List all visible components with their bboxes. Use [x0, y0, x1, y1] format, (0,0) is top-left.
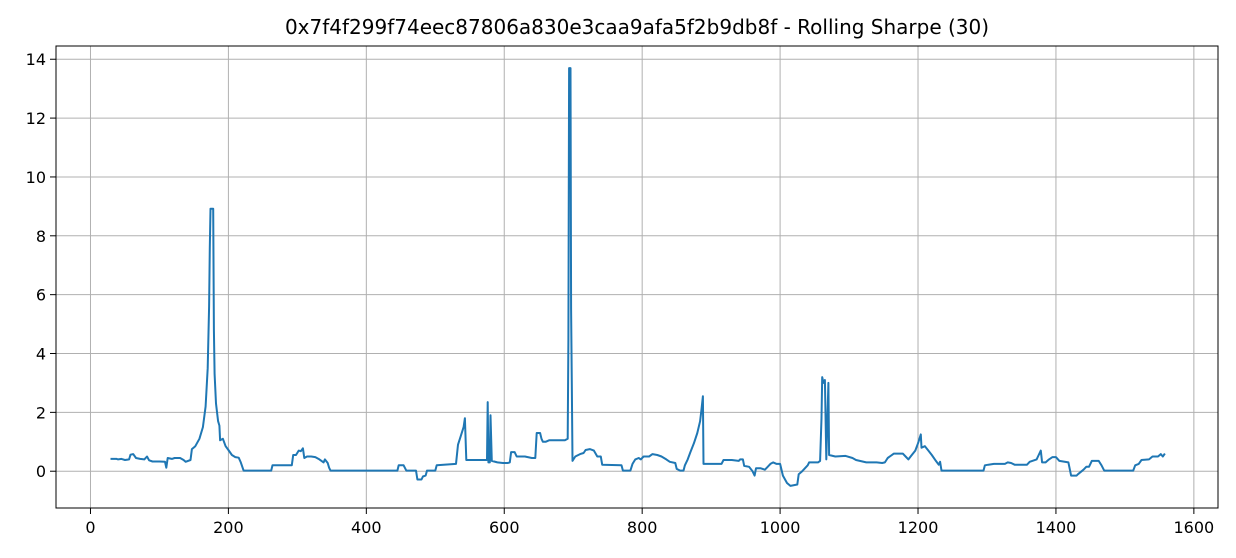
- y-tick-label: 0: [36, 462, 46, 481]
- x-tick-label: 400: [351, 518, 382, 537]
- x-tick-label: 600: [489, 518, 520, 537]
- x-tick-label: 0: [85, 518, 95, 537]
- y-tick-label: 6: [36, 286, 46, 305]
- y-tick-label: 10: [26, 168, 46, 187]
- x-tick-label: 200: [213, 518, 244, 537]
- x-tick-label: 1200: [898, 518, 939, 537]
- y-tick-label: 14: [26, 50, 46, 69]
- y-axis: 0 2 4 6 8 10 12 14: [26, 50, 56, 481]
- chart-title: 0x7f4f299f74eec87806a830e3caa9afa5f2b9db…: [285, 15, 989, 39]
- x-tick-label: 1600: [1174, 518, 1215, 537]
- series-line: [110, 67, 1166, 487]
- y-tick-label: 8: [36, 227, 46, 246]
- x-tick-label: 1400: [1036, 518, 1077, 537]
- grid-lines: [56, 46, 1218, 508]
- y-tick-label: 4: [36, 345, 46, 364]
- x-tick-label: 1000: [760, 518, 801, 537]
- y-tick-label: 12: [26, 109, 46, 128]
- x-axis: 0 200 400 600 800 1000 1200 1400 1600: [85, 508, 1214, 537]
- plot-frame: [55, 45, 1219, 509]
- x-tick-label: 800: [627, 518, 658, 537]
- y-tick-label: 2: [36, 403, 46, 422]
